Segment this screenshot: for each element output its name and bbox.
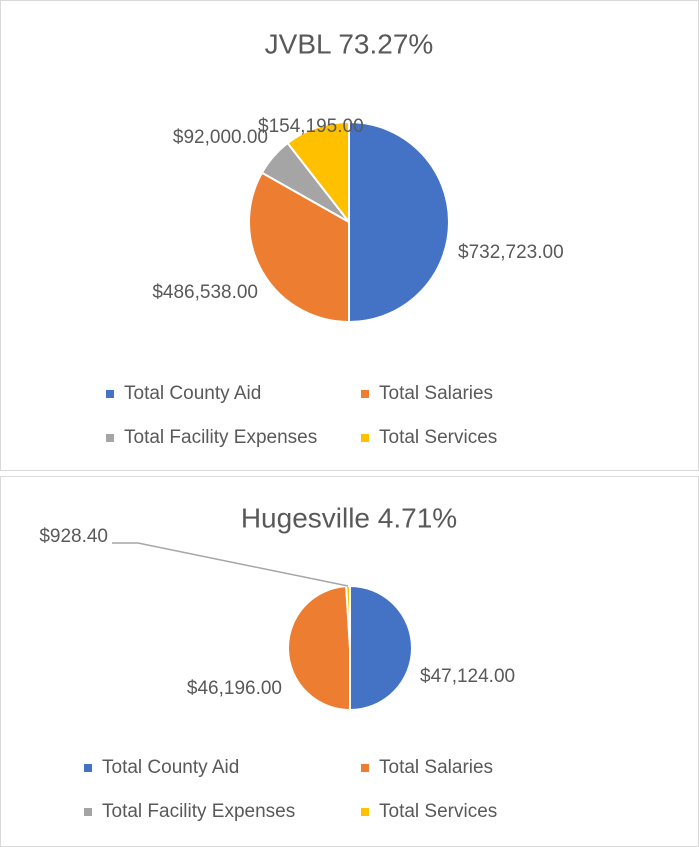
legend-swatch xyxy=(361,808,369,816)
legend-label: Total County Aid xyxy=(124,383,261,404)
chart-title: JVBL 73.27% xyxy=(265,28,434,59)
legend-label: Total Facility Expenses xyxy=(102,801,295,822)
data-label: $154,195.00 xyxy=(258,116,364,137)
pie-slice xyxy=(287,585,352,712)
data-label: $92,000.00 xyxy=(173,127,268,148)
legend-label: Total Facility Expenses xyxy=(124,427,317,448)
data-label: $47,124.00 xyxy=(420,666,515,687)
data-label: $732,723.00 xyxy=(458,242,564,263)
legend-swatch xyxy=(84,764,92,772)
legend-label: Total Services xyxy=(379,801,497,822)
chart-title: Hugesville 4.71% xyxy=(241,502,457,533)
legend-swatch xyxy=(361,390,369,398)
pie-slice xyxy=(286,120,350,225)
legend-label: Total Services xyxy=(379,427,497,448)
legend-swatch xyxy=(361,764,369,772)
legend-swatch xyxy=(361,434,369,442)
legend-swatch xyxy=(106,434,114,442)
pie-slice xyxy=(248,171,351,324)
data-label: $928.40 xyxy=(39,526,108,547)
data-label: $46,196.00 xyxy=(187,678,282,699)
legend-label: Total Salaries xyxy=(379,383,493,404)
leader-line xyxy=(112,542,349,587)
pie-slice xyxy=(349,584,413,712)
data-label: $486,538.00 xyxy=(152,282,258,303)
legend-swatch xyxy=(84,808,92,816)
legend-label: Total County Aid xyxy=(102,757,239,778)
pie-slice xyxy=(348,120,451,324)
legend-label: Total Salaries xyxy=(379,757,493,778)
legend-swatch xyxy=(106,390,114,398)
